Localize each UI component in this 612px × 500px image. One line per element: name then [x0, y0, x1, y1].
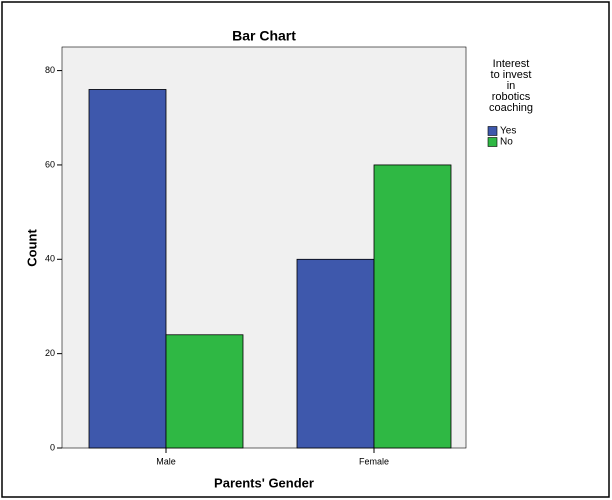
legend-title: in [507, 80, 516, 92]
bar [165, 334, 244, 449]
bar [373, 164, 452, 449]
x-axis-label: Parents' Gender [214, 475, 314, 490]
legend-label: Yes [500, 126, 516, 137]
y-tick-label: 20 [45, 348, 55, 358]
y-tick-label: 80 [45, 65, 55, 75]
x-tick-label: Male [156, 456, 176, 466]
chart-title: Bar Chart [232, 28, 296, 44]
legend-label: No [500, 137, 513, 148]
legend-swatch [487, 126, 498, 136]
y-tick-label: 40 [45, 254, 55, 264]
bar [296, 258, 375, 449]
y-tick-label: 0 [50, 442, 55, 452]
legend-title: robotics [492, 91, 531, 103]
y-tick-label: 60 [45, 159, 55, 169]
y-axis-label: Count [24, 229, 39, 267]
legend-swatch [487, 137, 498, 147]
x-tick-label: Female [359, 456, 389, 466]
legend-title: to invest [491, 69, 532, 81]
legend-title: Interest [493, 58, 530, 70]
legend-title: coaching [489, 102, 533, 114]
bar [88, 89, 167, 449]
